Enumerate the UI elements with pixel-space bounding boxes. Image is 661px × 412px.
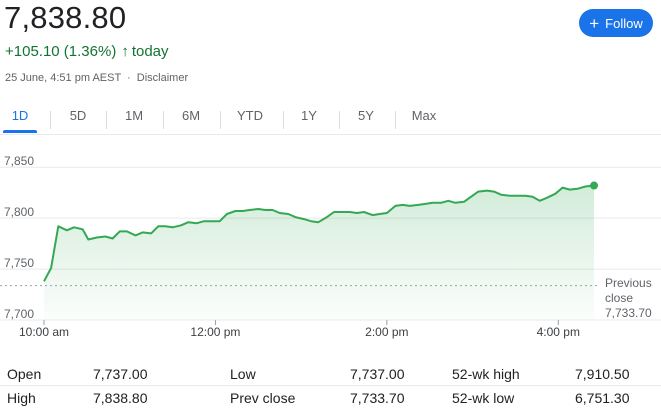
tab-ytd[interactable]: YTD [237,108,263,123]
stats-row: High 7,838.80 Prev close 7,733.70 52-wk … [0,387,661,411]
separator: · [127,72,131,84]
price-line [43,184,595,282]
plus-icon: + [589,13,600,33]
tab-1y[interactable]: 1Y [301,108,317,123]
x-tick-label: 10:00 am [19,325,69,339]
tab-1m[interactable]: 1M [124,108,144,123]
change-value: +105.10 (1.36%) [5,43,117,60]
prev-close-text: Previous [605,276,652,290]
y-tick-label: 7,800 [4,205,34,219]
stat-label-open: Open [7,366,42,382]
x-axis-ticks: 10:00 am 12:00 pm 2:00 pm 4:00 pm [19,320,580,339]
timestamp: 25 June, 4:51 pm AEST [5,72,121,84]
tab-6m[interactable]: 6M [181,108,201,123]
tab-divider [106,111,107,129]
stat-value-high: 7,838.80 [93,390,148,406]
stat-value-open: 7,737.00 [93,366,148,382]
disclaimer-link[interactable]: Disclaimer [136,72,189,84]
y-tick-label: 7,700 [4,307,34,321]
up-arrow-icon: ↑ [121,43,129,60]
tab-divider [50,111,51,129]
price-area-fill [44,185,594,320]
tab-divider [395,111,396,129]
stat-value-low: 7,737.00 [350,366,405,382]
tab-divider [339,111,340,129]
price-change: +105.10 (1.36%) ↑ today [5,43,169,60]
stats-row: Open 7,737.00 Low 7,737.00 52-wk high 7,… [0,363,661,387]
x-tick-label: 4:00 pm [537,325,580,339]
change-period: today [131,43,169,60]
y-tick-label: 7,750 [4,256,34,270]
price-chart[interactable]: 7,850 7,800 7,750 7,700 10:00 am 12:00 pm 2:0… [0,140,661,345]
stat-label-prev-close: Prev close [230,390,296,406]
y-tick-label: 7,850 [4,154,34,168]
follow-label: Follow [605,15,643,31]
tab-5y[interactable]: 5Y [358,108,374,123]
x-tick-label: 2:00 pm [365,325,408,339]
stat-value-52wk-low: 6,751.30 [575,390,630,406]
range-tabs: 1D 5D 1M 6M YTD 1Y 5Y Max [0,108,661,133]
stats-divider [0,385,661,386]
stat-value-52wk-high: 7,910.50 [575,366,630,382]
follow-button[interactable]: + Follow [579,9,653,37]
tab-5d[interactable]: 5D [69,108,87,123]
tab-divider [163,111,164,129]
y-axis-ticks: 7,850 7,800 7,750 7,700 [4,154,34,321]
x-tick-label: 12:00 pm [190,325,240,339]
tab-max[interactable]: Max [411,108,437,123]
stat-value-prev-close: 7,733.70 [350,390,405,406]
current-price: 7,838.80 [4,0,127,35]
tab-1d[interactable]: 1D [11,108,29,123]
prev-close-text: close [605,291,633,305]
stat-label-52wk-low: 52-wk low [452,390,515,406]
stat-label-low: Low [230,366,256,382]
prev-close-value: 7,733.70 [605,306,652,320]
stat-label-52wk-high: 52-wk high [452,366,520,382]
tab-divider [283,111,284,129]
stat-label-high: High [7,390,36,406]
active-tab-indicator [3,130,37,133]
tab-divider [220,111,221,129]
tabs-divider [0,134,661,135]
last-price-dot [590,181,598,190]
timestamp-line: 25 June, 4:51 pm AEST · Disclaimer [5,72,188,84]
